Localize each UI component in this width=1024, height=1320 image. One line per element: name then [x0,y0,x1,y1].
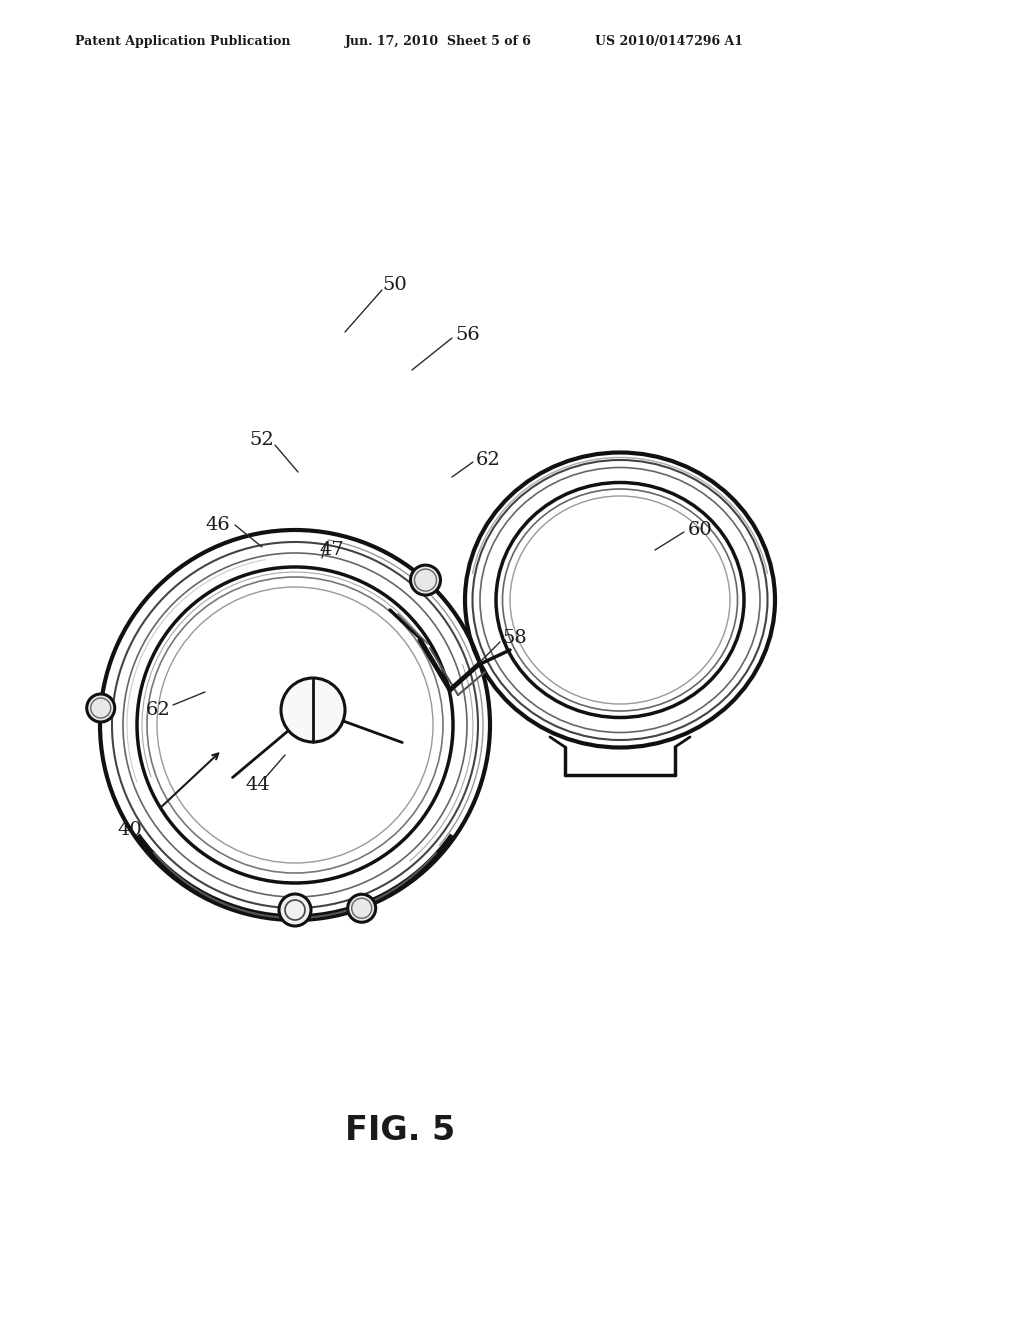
Circle shape [411,565,440,595]
Circle shape [279,894,311,927]
Text: 44: 44 [246,776,270,795]
Text: FIG. 5: FIG. 5 [345,1114,455,1147]
Circle shape [281,678,345,742]
Text: 52: 52 [250,432,274,449]
Text: 60: 60 [688,521,713,539]
Text: Jun. 17, 2010  Sheet 5 of 6: Jun. 17, 2010 Sheet 5 of 6 [345,36,531,49]
Text: Patent Application Publication: Patent Application Publication [75,36,291,49]
Circle shape [348,894,376,923]
Text: 47: 47 [319,541,344,558]
Text: 56: 56 [456,326,480,345]
Circle shape [87,694,115,722]
Text: 50: 50 [383,276,408,294]
Text: 46: 46 [206,516,230,535]
Text: 62: 62 [145,701,170,719]
Text: US 2010/0147296 A1: US 2010/0147296 A1 [595,36,743,49]
Text: 62: 62 [475,451,501,469]
Text: 40: 40 [118,821,142,840]
Text: 58: 58 [503,630,527,647]
